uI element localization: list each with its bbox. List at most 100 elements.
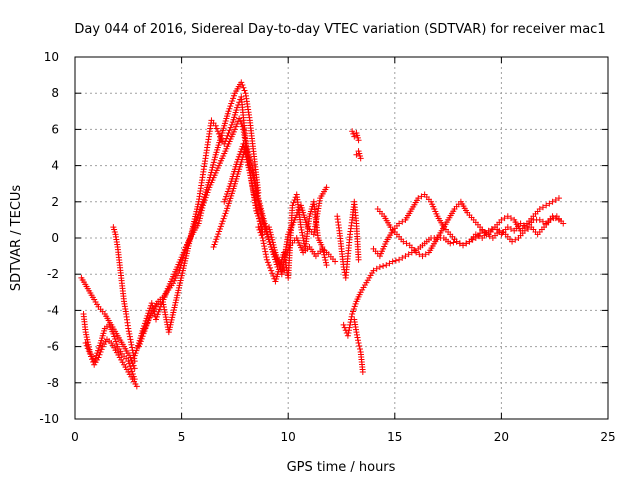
data-point bbox=[224, 188, 231, 195]
data-point bbox=[355, 339, 362, 346]
data-point bbox=[98, 346, 105, 353]
data-point bbox=[239, 82, 246, 89]
data-point bbox=[256, 226, 263, 233]
data-point bbox=[456, 240, 463, 247]
y-tick-label: 2 bbox=[51, 195, 59, 209]
data-point bbox=[373, 265, 380, 272]
data-point bbox=[399, 218, 406, 225]
data-point bbox=[154, 311, 161, 318]
data-point bbox=[227, 124, 234, 131]
series-track-4 bbox=[110, 224, 138, 365]
data-point bbox=[227, 103, 234, 110]
data-point bbox=[269, 270, 276, 277]
series-track-11 bbox=[334, 198, 362, 281]
data-point bbox=[297, 224, 304, 231]
data-point bbox=[267, 231, 274, 238]
data-point bbox=[389, 258, 396, 265]
data-point bbox=[225, 185, 232, 192]
y-axis-title: SDTVAR / TECUs bbox=[9, 185, 24, 292]
data-point bbox=[241, 87, 248, 94]
data-point bbox=[271, 244, 278, 251]
data-point bbox=[348, 313, 355, 320]
data-point bbox=[539, 218, 546, 225]
data-point bbox=[271, 246, 278, 253]
data-point bbox=[321, 254, 328, 261]
data-point bbox=[228, 100, 235, 107]
data-point bbox=[206, 174, 213, 181]
data-point bbox=[221, 198, 228, 205]
data-point bbox=[267, 229, 274, 236]
data-point bbox=[229, 97, 236, 104]
data-point bbox=[355, 256, 362, 263]
data-point bbox=[82, 339, 89, 346]
data-point bbox=[136, 341, 143, 348]
series-track-12 bbox=[340, 213, 562, 339]
data-point bbox=[380, 263, 387, 270]
data-point bbox=[112, 338, 119, 345]
data-point bbox=[322, 256, 329, 263]
data-point bbox=[222, 138, 229, 145]
data-point bbox=[214, 233, 221, 240]
data-point bbox=[238, 79, 245, 86]
data-point bbox=[257, 220, 264, 227]
data-point bbox=[400, 238, 407, 245]
data-point bbox=[260, 237, 267, 244]
series-track-13 bbox=[349, 128, 362, 144]
data-point bbox=[153, 316, 160, 323]
data-point bbox=[359, 368, 366, 375]
data-point bbox=[352, 300, 359, 307]
data-point bbox=[453, 238, 460, 245]
data-point bbox=[209, 164, 216, 171]
data-point bbox=[213, 125, 220, 132]
data-point bbox=[95, 354, 102, 361]
data-point bbox=[258, 232, 265, 239]
data-point bbox=[89, 356, 96, 363]
data-point bbox=[221, 213, 228, 220]
data-point bbox=[499, 229, 506, 236]
data-point bbox=[319, 246, 326, 253]
data-point bbox=[270, 241, 277, 248]
data-point bbox=[210, 244, 217, 251]
data-point bbox=[210, 159, 217, 166]
data-point bbox=[230, 95, 237, 102]
data-point bbox=[234, 156, 241, 163]
data-point bbox=[206, 177, 213, 184]
data-point bbox=[127, 336, 134, 343]
data-point bbox=[135, 343, 142, 350]
data-point bbox=[547, 216, 554, 223]
data-point bbox=[131, 355, 138, 362]
data-point bbox=[195, 220, 202, 227]
data-point bbox=[269, 239, 276, 246]
data-point bbox=[346, 324, 353, 331]
data-point bbox=[254, 207, 261, 214]
data-point bbox=[230, 92, 237, 99]
data-point bbox=[496, 227, 503, 234]
data-point bbox=[226, 183, 233, 190]
data-point bbox=[386, 260, 393, 267]
data-point bbox=[349, 128, 356, 135]
data-point bbox=[241, 146, 248, 153]
series-track-1 bbox=[78, 274, 138, 372]
data-point bbox=[97, 349, 104, 356]
data-point bbox=[243, 154, 250, 161]
data-point bbox=[237, 118, 244, 125]
data-point bbox=[211, 241, 218, 248]
data-point bbox=[268, 267, 275, 274]
data-point bbox=[131, 352, 138, 359]
data-point bbox=[223, 135, 230, 142]
data-point bbox=[240, 140, 247, 147]
x-tick-label: 20 bbox=[494, 430, 509, 444]
data-point bbox=[483, 231, 490, 238]
data-point bbox=[392, 257, 399, 264]
data-point bbox=[469, 236, 476, 243]
data-point bbox=[264, 259, 271, 266]
data-point bbox=[259, 235, 266, 241]
y-tick-label: 4 bbox=[51, 159, 59, 173]
data-point bbox=[95, 345, 102, 352]
data-point bbox=[96, 342, 103, 349]
series-track-14 bbox=[353, 148, 364, 162]
data-point bbox=[138, 335, 145, 342]
data-point bbox=[354, 334, 361, 341]
data-point bbox=[225, 130, 232, 137]
data-point bbox=[323, 184, 330, 191]
